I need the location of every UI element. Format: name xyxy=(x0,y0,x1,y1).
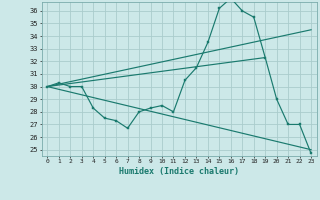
X-axis label: Humidex (Indice chaleur): Humidex (Indice chaleur) xyxy=(119,167,239,176)
